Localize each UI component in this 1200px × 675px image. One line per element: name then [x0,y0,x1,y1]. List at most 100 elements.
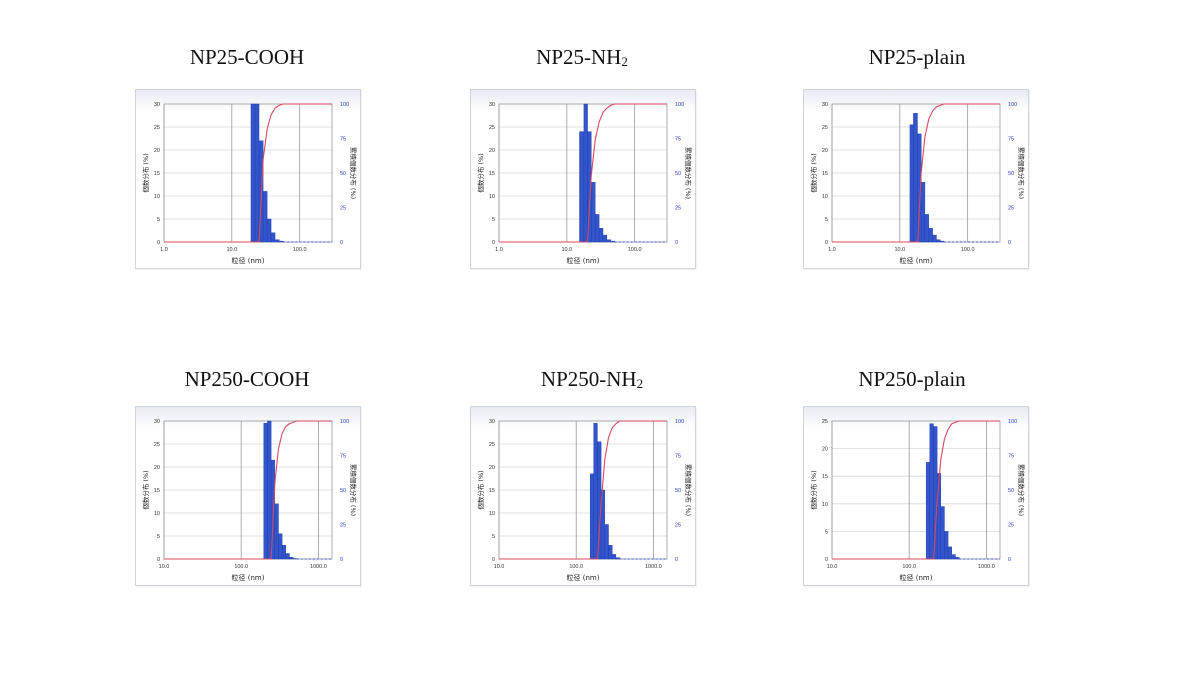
x-tick-label: 100.0 [961,247,975,253]
y2-tick-label: 100 [340,419,349,425]
y-tick-label: 20 [489,465,495,471]
y2-tick-label: 25 [675,206,681,212]
y-tick-label: 25 [489,442,495,448]
histogram-bar [250,103,256,243]
y-tick-label: 0 [157,557,160,563]
y-tick-label: 25 [154,442,160,448]
histogram-bar [583,103,588,243]
histogram-bar [615,557,620,560]
histogram-bar [606,239,611,243]
y2-tick-label: 0 [675,240,678,246]
chart-svg: 0 5 10 15 20 25 30 0 25 50 75 100 10.0 100.0 1000.0 粒径 … [141,419,358,582]
chart-title-np25-cooh: NP25-COOH [117,45,377,70]
y-tick-label: 15 [154,488,160,494]
x-tick-label: 10.0 [894,247,905,253]
histogram-bar [924,214,929,243]
chart-svg: 0 5 10 15 20 25 30 0 25 50 75 100 10.0 100.0 1000.0 粒径 … [476,419,693,582]
y-tick-label: 20 [822,447,828,453]
histogram-bar [608,544,613,560]
y2-tick-label: 0 [340,240,343,246]
x-axis-label: 粒径 (nm) [567,573,600,582]
y2-tick-label: 50 [1008,171,1014,177]
y-tick-label: 0 [492,240,495,246]
y-axis-label: 個数分布 (%) [141,470,150,509]
x-tick-label: 10.0 [561,247,572,253]
histogram-bar [267,420,272,560]
chart-svg: 0 5 10 15 20 25 0 25 50 75 100 10.0 100.0 1000.0 粒径 (n… [809,419,1026,582]
x-tick-label: 100.0 [902,564,916,570]
histogram-bar [940,240,945,243]
y-tick-label: 25 [822,125,828,131]
histogram-bar [940,506,945,560]
y-tick-label: 10 [822,194,828,200]
histogram-bar [947,546,952,560]
x-tick-label: 1000.0 [645,564,662,570]
histogram-bar [909,124,914,243]
histogram-bar [604,524,609,560]
x-tick-label: 1000.0 [978,564,995,570]
histogram-bar [254,103,260,243]
y2-tick-label: 50 [675,171,681,177]
y2-tick-label: 0 [675,557,678,563]
x-tick-label: 10.0 [494,564,505,570]
y2-tick-label: 100 [675,102,684,108]
chart-title-np250-nh2: NP250-NH2 [462,367,722,392]
y-tick-label: 15 [822,171,828,177]
x-tick-label: 10.0 [159,564,170,570]
x-tick-label: 10.0 [827,564,838,570]
chart-svg: 0 5 10 15 20 25 30 0 25 50 75 100 1.0 10.0 100.0 粒径 (nm… [809,102,1026,265]
histogram-bar [597,441,602,560]
histogram-bar [579,131,584,243]
y-tick-label: 20 [154,465,160,471]
title-main: NP250-NH [540,367,637,391]
y-axis-label: 個数分布 (%) [476,470,485,509]
histogram-bar [913,113,918,243]
y-axis-label: 個数分布 (%) [809,153,818,192]
title-main: NP25-NH [536,45,622,69]
y-tick-label: 5 [825,217,828,223]
chart-title-np250-plain: NP250-plain [782,367,1042,392]
histogram-bar [944,531,949,560]
y-tick-label: 15 [489,171,495,177]
chart-panel-np250-plain: 0 5 10 15 20 25 0 25 50 75 100 10.0 100.0 1000.0 粒径 (n… [803,406,1029,586]
y2-tick-label: 75 [675,137,681,143]
y-tick-label: 25 [154,125,160,131]
title-subscript: 2 [636,376,644,391]
histogram-bar [594,214,600,243]
y2-tick-label: 75 [340,137,346,143]
chart-panel-np25-plain: 0 5 10 15 20 25 30 0 25 50 75 100 1.0 10.0 100.0 粒径 (nm… [803,89,1029,269]
y2-axis-label: 累積個数分布 (%) [1017,147,1026,199]
histogram-bar [602,234,608,243]
y-tick-label: 5 [492,534,495,540]
x-tick-label: 1.0 [160,247,168,253]
y2-tick-label: 0 [1008,240,1011,246]
x-tick-label: 1.0 [828,247,836,253]
y2-axis-label: 累積個数分布 (%) [684,464,693,516]
y-tick-label: 10 [154,511,160,517]
chart-panel-np25-nh2: 0 5 10 15 20 25 30 0 25 50 75 100 1.0 10.0 100.0 粒径 (nm… [470,89,696,269]
y-tick-label: 0 [825,240,828,246]
y-tick-label: 20 [154,148,160,154]
y-tick-label: 20 [489,148,495,154]
y-tick-label: 5 [157,217,160,223]
chart-title-np250-cooh: NP250-COOH [117,367,377,392]
x-tick-label: 100.0 [234,564,248,570]
y2-axis-label: 累積個数分布 (%) [349,147,358,199]
cumulative-distribution-line [499,103,667,243]
histogram-bar [274,239,280,243]
title-subscript: 2 [621,54,628,69]
y2-tick-label: 50 [340,171,346,177]
y2-tick-label: 75 [1008,454,1014,460]
histogram-bar [598,227,604,243]
chart-panel-np25-cooh: 0 5 10 15 20 25 30 0 25 50 75 100 1.0 10.0 100.0 粒径 (nm… [135,89,361,269]
y2-tick-label: 100 [1008,419,1017,425]
y-tick-label: 0 [825,557,828,563]
y-tick-label: 10 [489,194,495,200]
y-tick-label: 25 [489,125,495,131]
histogram-bar [951,554,956,560]
histogram-bar [589,473,594,560]
histogram-bar [610,240,615,243]
y2-tick-label: 25 [675,523,681,529]
y-tick-label: 30 [154,419,160,425]
histogram-bar [274,503,279,560]
